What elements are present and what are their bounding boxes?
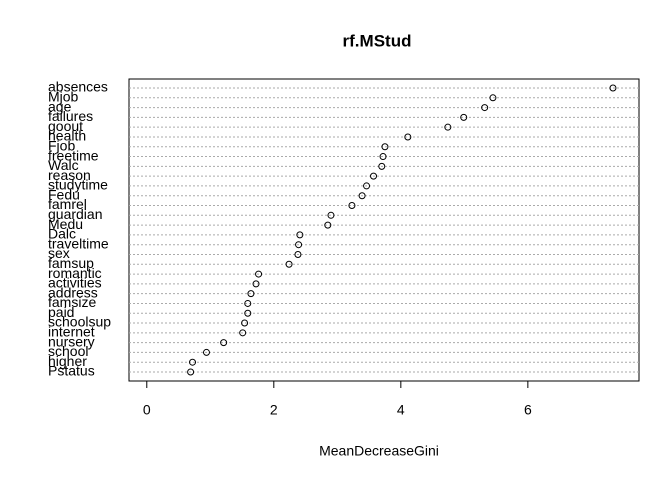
y-tick-label: Fjob xyxy=(48,137,75,153)
dot xyxy=(247,290,255,298)
y-tick-label: sex xyxy=(48,245,70,261)
dot xyxy=(202,348,210,356)
y-tick-label: traveltime xyxy=(48,235,109,251)
y-tick-label: paid xyxy=(48,304,74,320)
y-tick-label: activities xyxy=(48,275,102,291)
y-tick-label: Medu xyxy=(48,216,83,232)
y-tick-label: Mjob xyxy=(48,88,79,104)
dot xyxy=(348,202,356,210)
dot xyxy=(460,113,468,121)
y-tick-label: goout xyxy=(48,118,83,134)
y-tick-label: health xyxy=(48,128,86,144)
dot xyxy=(481,104,489,112)
y-tick-label: absences xyxy=(48,79,108,95)
x-axis-label: MeanDecreaseGini xyxy=(319,443,439,459)
y-tick-label: nursery xyxy=(48,333,95,349)
y-tick-label: school xyxy=(48,343,88,359)
dot xyxy=(244,309,252,317)
dot xyxy=(370,172,378,180)
dot xyxy=(358,192,366,200)
y-tick-label: higher xyxy=(48,353,87,369)
dot xyxy=(378,162,386,170)
x-tick-label: 6 xyxy=(524,402,532,418)
y-tick-label: failures xyxy=(48,108,93,124)
y-tick-label: reason xyxy=(48,167,91,183)
y-tick-label: famrel xyxy=(48,196,87,212)
dot xyxy=(285,260,293,268)
y-tick-label: famsize xyxy=(48,294,96,310)
dot xyxy=(189,358,197,366)
x-tick-label: 0 xyxy=(143,402,151,418)
dot xyxy=(295,241,303,249)
dot xyxy=(381,143,389,151)
y-tick-label: Pstatus xyxy=(48,363,95,379)
y-tick-label: Walc xyxy=(48,157,79,173)
x-tick-label: 4 xyxy=(397,402,405,418)
dot xyxy=(404,133,412,141)
dot xyxy=(379,153,387,161)
dot xyxy=(241,319,249,327)
dot xyxy=(327,211,335,219)
y-tick-label: famsup xyxy=(48,255,94,271)
x-tick-label: 2 xyxy=(270,402,278,418)
y-tick-label: address xyxy=(48,284,98,300)
y-tick-label: Fedu xyxy=(48,186,80,202)
dot xyxy=(252,280,260,288)
dot xyxy=(609,84,617,92)
y-tick-label: internet xyxy=(48,324,95,340)
y-tick-label: schoolsup xyxy=(48,314,111,330)
dot xyxy=(239,329,247,337)
dot xyxy=(296,231,304,239)
y-tick-label: Dalc xyxy=(48,226,76,242)
y-tick-label: romantic xyxy=(48,265,102,281)
dot xyxy=(294,250,302,258)
dot xyxy=(255,270,263,278)
y-tick-label: guardian xyxy=(48,206,103,222)
dot xyxy=(244,299,252,307)
plot-frame xyxy=(128,78,640,382)
dot xyxy=(187,368,195,376)
dot xyxy=(220,339,228,347)
dot xyxy=(324,221,332,229)
dot xyxy=(444,123,452,131)
chart-title: rf.MStud xyxy=(343,31,412,50)
y-tick-label: freetime xyxy=(48,147,99,163)
dot xyxy=(363,182,371,190)
y-tick-label: studytime xyxy=(48,177,108,193)
y-tick-label: age xyxy=(48,98,72,114)
dot xyxy=(489,94,497,102)
